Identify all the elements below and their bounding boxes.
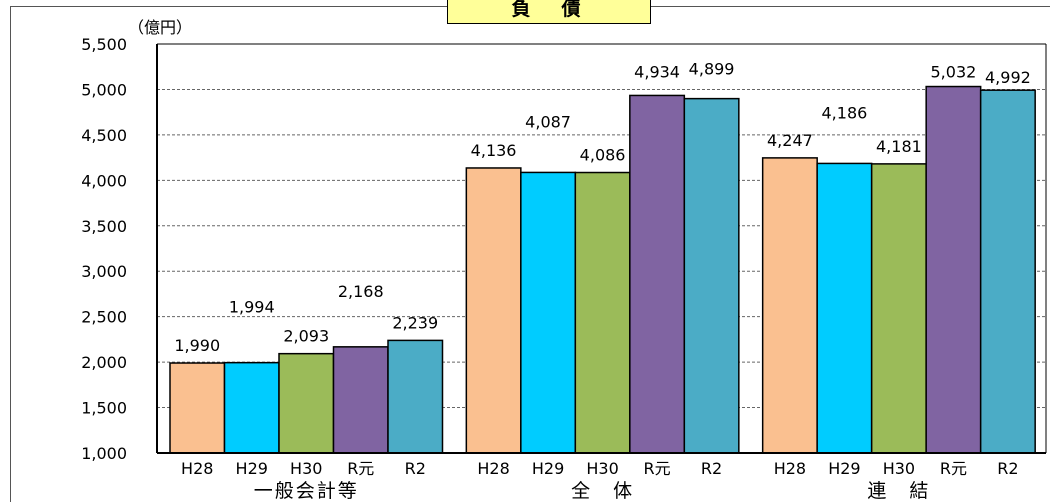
bar <box>520 171 577 454</box>
bar <box>925 85 982 454</box>
data-label: 2,239 <box>392 313 438 332</box>
data-label: 4,086 <box>580 146 626 165</box>
x-category-label: R元 <box>940 459 967 478</box>
bar <box>169 362 226 454</box>
data-label: 1,990 <box>174 336 220 355</box>
data-label: 4,992 <box>985 68 1031 87</box>
x-category-label: H29 <box>828 459 860 478</box>
x-category-label: H30 <box>586 459 618 478</box>
y-tick-label: 2,500 <box>81 308 127 327</box>
data-label: 2,093 <box>283 327 329 346</box>
data-label: 4,934 <box>634 62 680 81</box>
data-label: 4,247 <box>767 131 813 150</box>
bar <box>332 346 389 454</box>
bar <box>683 97 740 454</box>
data-label: 1,994 <box>229 298 275 317</box>
y-axis-unit: （億円） <box>128 18 193 37</box>
data-label: 5,032 <box>931 63 977 82</box>
bar <box>629 94 686 454</box>
data-label: 2,168 <box>338 282 384 301</box>
x-category-label: H29 <box>532 459 564 478</box>
x-category-label: H28 <box>477 459 509 478</box>
y-tick-label: 3,000 <box>81 262 127 281</box>
data-label: 4,087 <box>525 112 571 131</box>
x-group-label: 全 体 <box>571 480 634 502</box>
y-tick-label: 5,500 <box>81 35 127 54</box>
bar <box>223 361 280 454</box>
bar <box>574 171 631 454</box>
data-label: 4,186 <box>822 103 868 122</box>
chart-title: 負 債 <box>447 0 651 24</box>
x-category-label: H29 <box>236 459 268 478</box>
x-group-label: 一般会計等 <box>254 480 359 502</box>
bar <box>278 352 335 454</box>
y-tick-label: 4,500 <box>81 126 127 145</box>
bar <box>465 167 522 454</box>
x-category-label: H28 <box>181 459 213 478</box>
x-category-label: R2 <box>405 459 426 478</box>
y-tick-label: 1,500 <box>81 399 127 418</box>
x-category-label: R2 <box>997 459 1018 478</box>
x-category-label: R元 <box>644 459 671 478</box>
x-category-label: R2 <box>701 459 722 478</box>
bar <box>816 162 873 454</box>
bar <box>761 157 818 454</box>
x-group-label: 連 結 <box>867 480 930 502</box>
data-label: 4,136 <box>471 141 517 160</box>
x-category-label: R元 <box>347 459 374 478</box>
x-category-label: H30 <box>290 459 322 478</box>
bar <box>870 163 927 454</box>
y-tick-label: 2,000 <box>81 353 127 372</box>
y-tick-label: 3,500 <box>81 217 127 236</box>
data-label: 4,181 <box>876 137 922 156</box>
x-category-label: H30 <box>883 459 915 478</box>
y-tick-label: 4,000 <box>81 171 127 190</box>
x-category-label: H28 <box>774 459 806 478</box>
bar <box>979 89 1036 454</box>
bar <box>387 339 444 454</box>
data-label: 4,899 <box>689 60 735 79</box>
y-tick-label: 1,000 <box>81 444 127 463</box>
y-tick-label: 5,000 <box>81 80 127 99</box>
